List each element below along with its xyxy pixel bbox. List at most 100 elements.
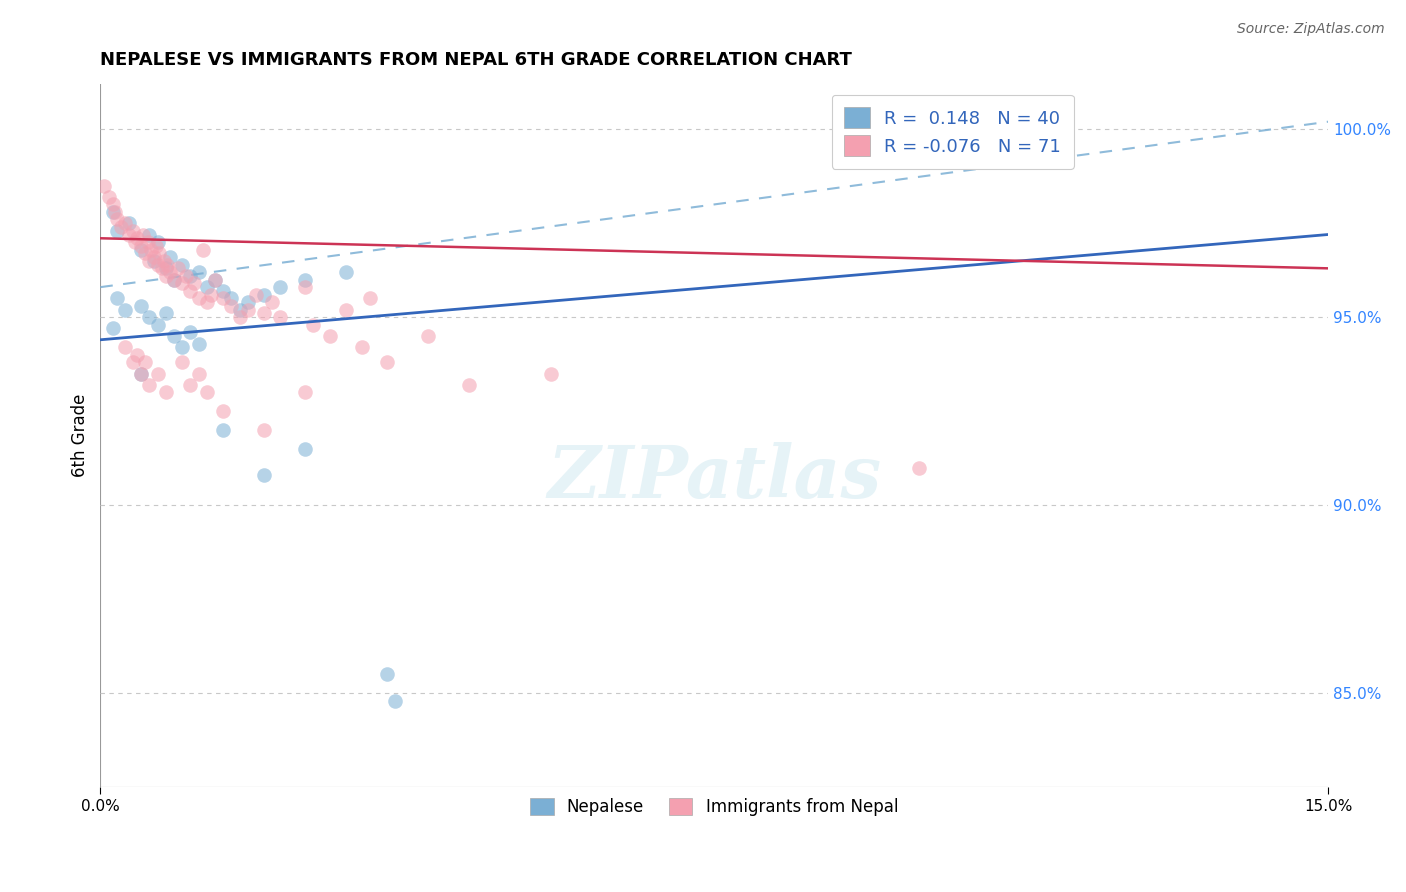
Point: [294, 385, 316, 400]
Point: [101, 197, 124, 211]
Point: [269, 280, 291, 294]
Point: [294, 442, 316, 456]
Point: [145, 239, 167, 253]
Point: [172, 258, 194, 272]
Point: [294, 272, 316, 286]
Point: [122, 224, 145, 238]
Point: [212, 284, 235, 298]
Point: [139, 243, 162, 257]
Point: [142, 253, 165, 268]
Point: [318, 329, 340, 343]
Point: [159, 250, 181, 264]
Point: [335, 265, 357, 279]
Point: [129, 239, 152, 253]
Point: [253, 287, 276, 301]
Point: [134, 246, 156, 260]
Point: [253, 423, 276, 437]
Point: [146, 258, 169, 272]
Y-axis label: 6th Grade: 6th Grade: [72, 394, 89, 477]
Point: [375, 667, 398, 681]
Point: [228, 310, 250, 325]
Point: [221, 299, 243, 313]
Point: [457, 377, 479, 392]
Point: [127, 348, 149, 362]
Point: [159, 265, 181, 279]
Point: [146, 318, 169, 332]
Point: [163, 272, 186, 286]
Point: [122, 355, 145, 369]
Point: [245, 287, 267, 301]
Point: [134, 355, 156, 369]
Point: [172, 340, 194, 354]
Point: [163, 329, 186, 343]
Point: [335, 302, 357, 317]
Point: [138, 377, 160, 392]
Point: [540, 367, 562, 381]
Point: [187, 336, 209, 351]
Point: [105, 224, 128, 238]
Point: [114, 340, 136, 354]
Point: [195, 295, 218, 310]
Point: [129, 299, 152, 313]
Point: [93, 178, 115, 193]
Point: [172, 277, 194, 291]
Point: [101, 205, 124, 219]
Point: [908, 460, 931, 475]
Point: [179, 268, 201, 283]
Point: [236, 295, 259, 310]
Text: ZIPatlas: ZIPatlas: [547, 442, 882, 513]
Point: [155, 268, 177, 283]
Point: [124, 235, 146, 249]
Point: [375, 355, 398, 369]
Point: [146, 367, 169, 381]
Point: [104, 205, 127, 219]
Point: [114, 216, 136, 230]
Point: [176, 268, 198, 283]
Point: [114, 302, 136, 317]
Point: [269, 310, 291, 325]
Point: [136, 235, 159, 249]
Point: [179, 284, 201, 298]
Point: [167, 261, 190, 276]
Point: [156, 258, 179, 272]
Point: [150, 261, 173, 276]
Point: [138, 310, 160, 325]
Point: [212, 404, 235, 418]
Point: [262, 295, 284, 310]
Point: [195, 385, 218, 400]
Point: [179, 325, 201, 339]
Point: [384, 694, 406, 708]
Text: NEPALESE VS IMMIGRANTS FROM NEPAL 6TH GRADE CORRELATION CHART: NEPALESE VS IMMIGRANTS FROM NEPAL 6TH GR…: [100, 51, 852, 69]
Point: [253, 468, 276, 483]
Point: [359, 292, 381, 306]
Point: [142, 250, 165, 264]
Point: [129, 367, 152, 381]
Point: [204, 272, 226, 286]
Point: [155, 306, 177, 320]
Point: [187, 292, 209, 306]
Point: [118, 216, 141, 230]
Point: [191, 243, 214, 257]
Point: [97, 190, 120, 204]
Point: [118, 227, 141, 242]
Point: [352, 340, 374, 354]
Point: [110, 219, 132, 234]
Point: [183, 277, 205, 291]
Point: [221, 292, 243, 306]
Legend: Nepalese, Immigrants from Nepal: Nepalese, Immigrants from Nepal: [522, 789, 907, 824]
Point: [212, 423, 235, 437]
Point: [155, 385, 177, 400]
Point: [228, 302, 250, 317]
Point: [195, 280, 218, 294]
Point: [204, 272, 226, 286]
Text: Source: ZipAtlas.com: Source: ZipAtlas.com: [1237, 22, 1385, 37]
Point: [148, 246, 170, 260]
Point: [172, 355, 194, 369]
Point: [179, 377, 201, 392]
Point: [155, 261, 177, 276]
Point: [153, 253, 176, 268]
Point: [236, 302, 259, 317]
Point: [129, 367, 152, 381]
Point: [129, 243, 152, 257]
Point: [187, 265, 209, 279]
